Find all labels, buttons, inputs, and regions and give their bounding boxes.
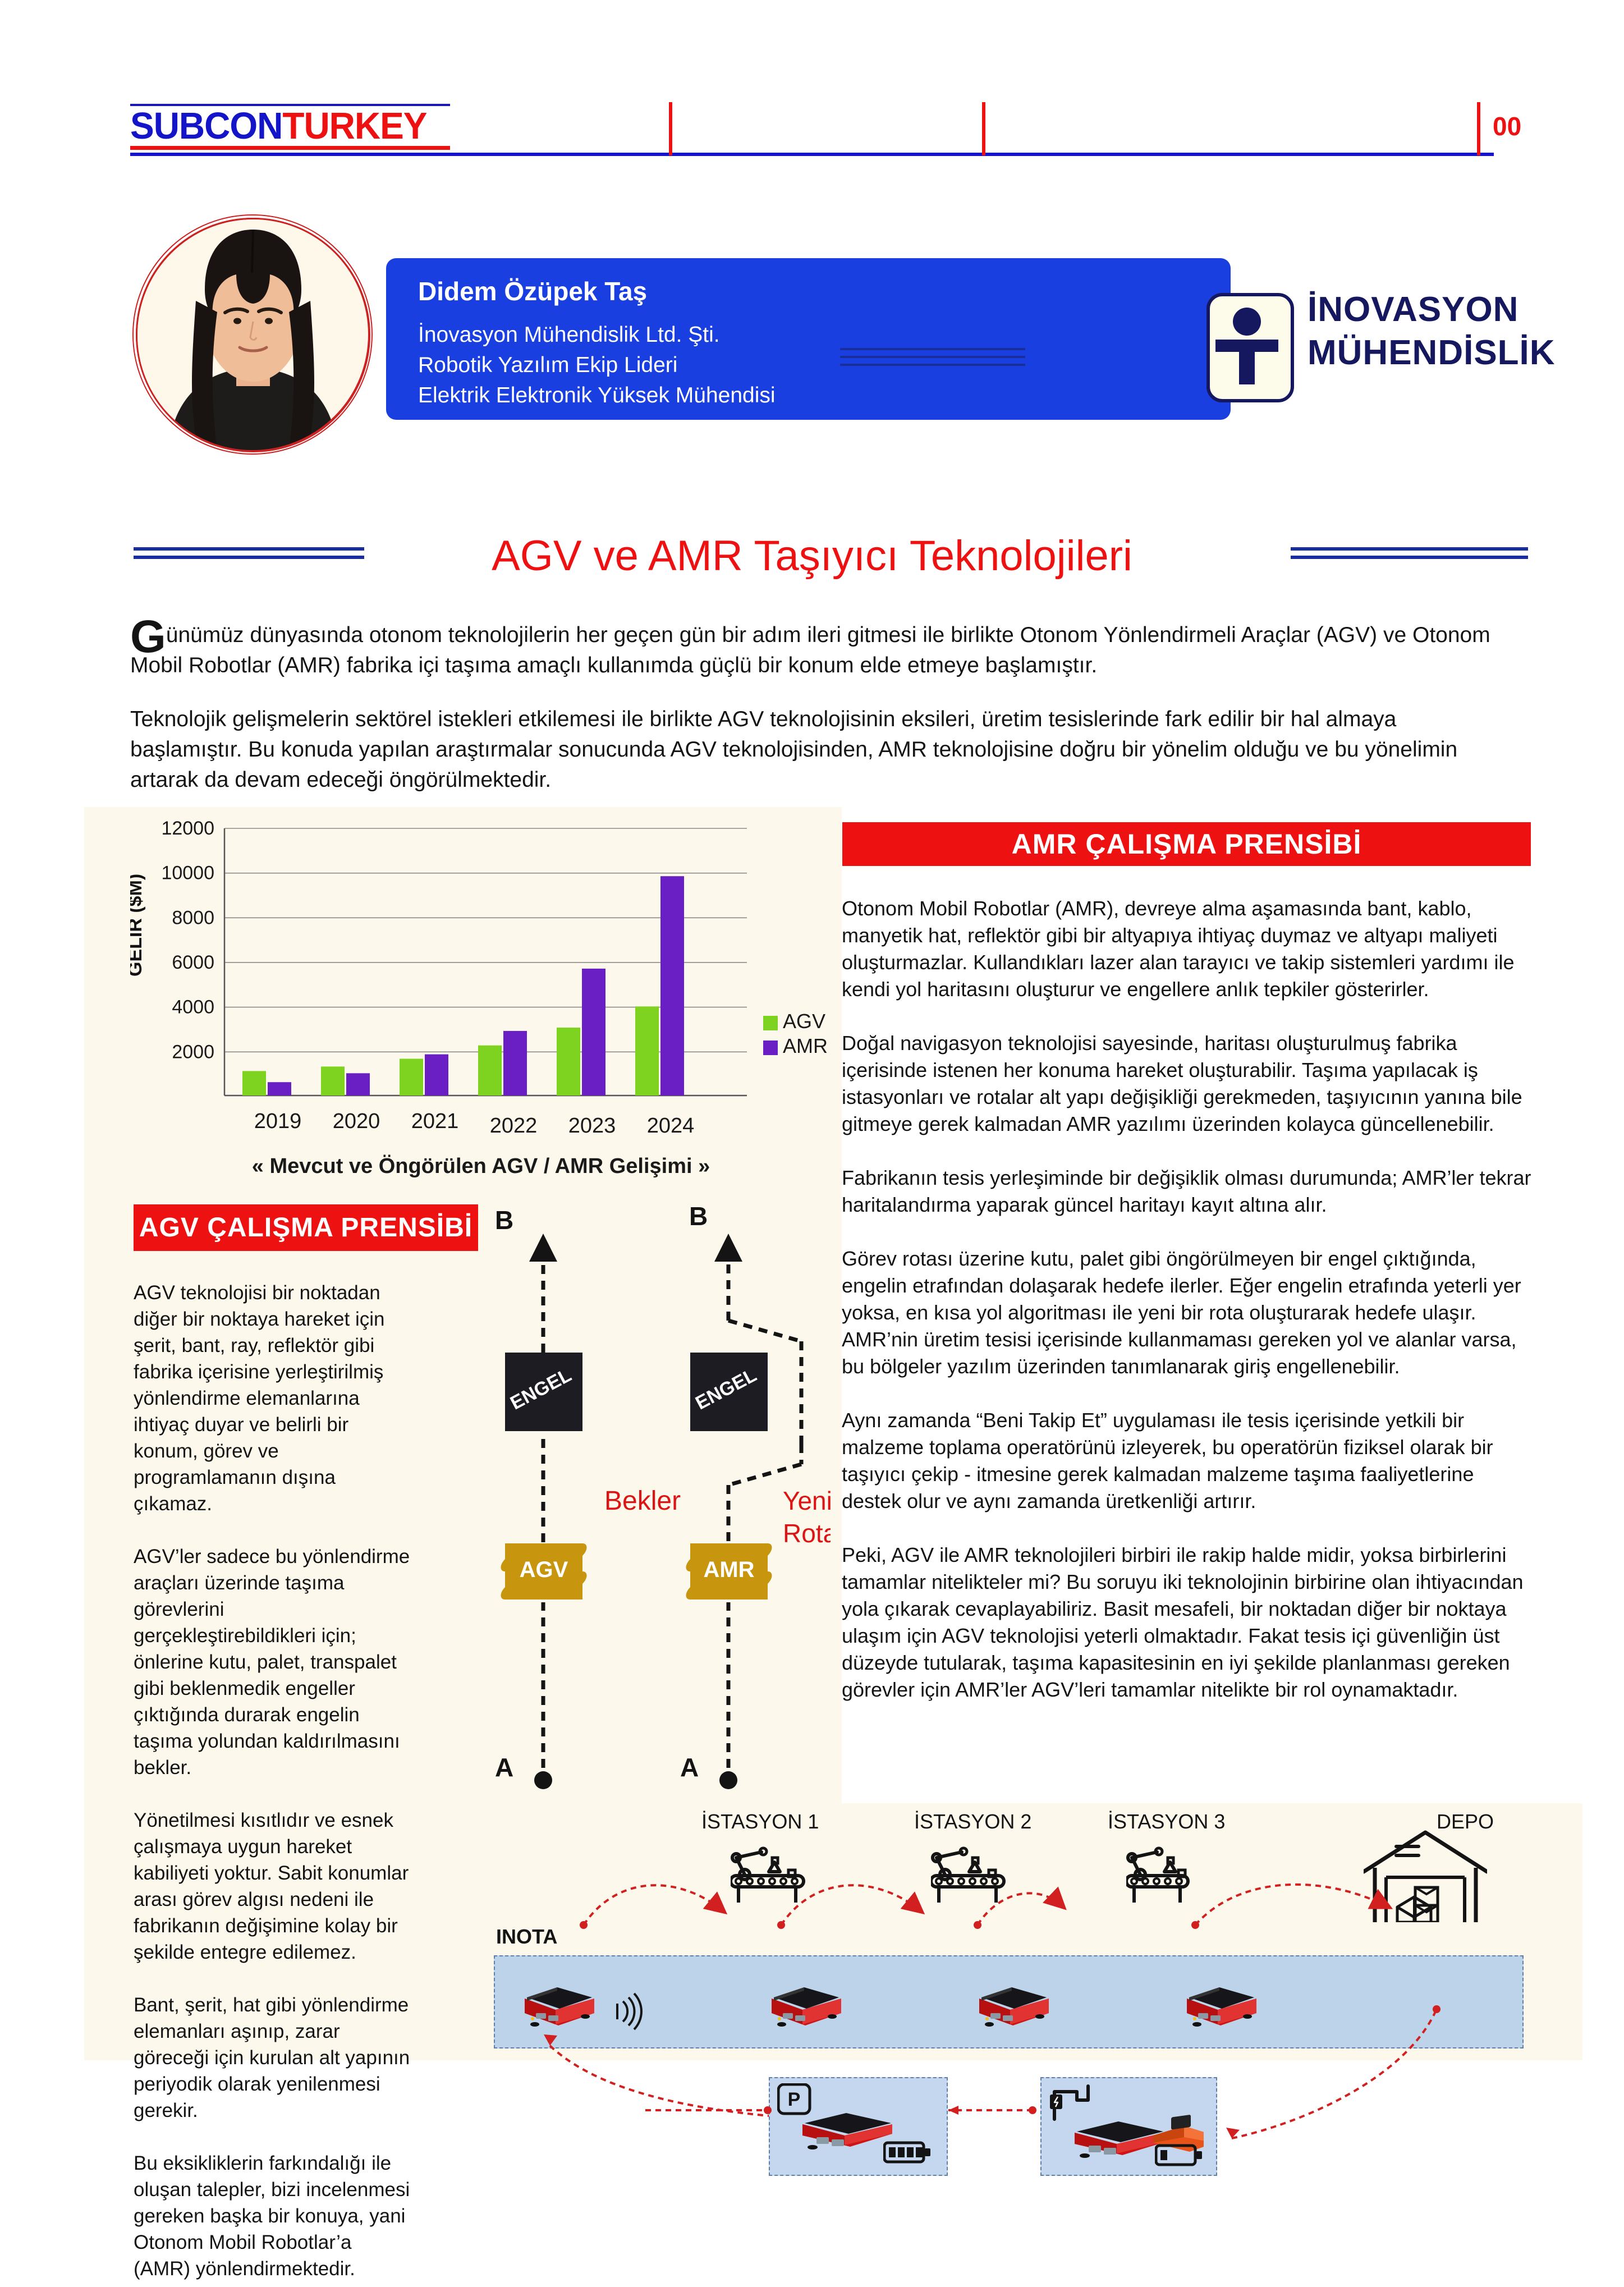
- svg-text:Rota: Rota: [783, 1519, 831, 1548]
- svg-text:Bekler: Bekler: [604, 1486, 681, 1516]
- svg-text:6000: 6000: [172, 952, 214, 973]
- svg-text:AMR: AMR: [703, 1557, 754, 1582]
- svg-text:2024: 2024: [647, 1114, 695, 1138]
- svg-text:2021: 2021: [411, 1110, 459, 1133]
- svg-text:AMR: AMR: [783, 1034, 828, 1057]
- svg-text:GELİR ($M): GELİR ($M): [130, 874, 146, 977]
- svg-text:A: A: [680, 1753, 699, 1782]
- svg-text:« Mevcut ve Öngörülen AGV / AM: « Mevcut ve Öngörülen AGV / AMR Gelişimi…: [252, 1154, 710, 1178]
- svg-text:10000: 10000: [161, 863, 214, 884]
- svg-text:AGV: AGV: [783, 1010, 825, 1033]
- svg-text:2000: 2000: [172, 1041, 214, 1062]
- svg-text:Yeni: Yeni: [783, 1486, 831, 1515]
- svg-text:12000: 12000: [161, 818, 214, 839]
- svg-text:2019: 2019: [254, 1110, 302, 1133]
- svg-text:A: A: [495, 1753, 513, 1782]
- svg-text:2020: 2020: [333, 1110, 380, 1133]
- svg-text:8000: 8000: [172, 907, 214, 928]
- svg-text:4000: 4000: [172, 997, 214, 1018]
- svg-text:B: B: [495, 1207, 513, 1235]
- svg-text:B: B: [689, 1207, 708, 1231]
- svg-text:2023: 2023: [568, 1114, 616, 1138]
- svg-text:2022: 2022: [490, 1114, 538, 1138]
- svg-text:AGV: AGV: [520, 1557, 568, 1582]
